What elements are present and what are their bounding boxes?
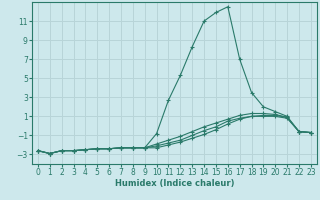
- X-axis label: Humidex (Indice chaleur): Humidex (Indice chaleur): [115, 179, 234, 188]
